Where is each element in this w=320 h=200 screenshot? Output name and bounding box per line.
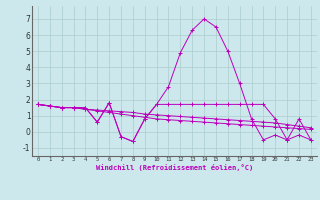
X-axis label: Windchill (Refroidissement éolien,°C): Windchill (Refroidissement éolien,°C)	[96, 164, 253, 171]
